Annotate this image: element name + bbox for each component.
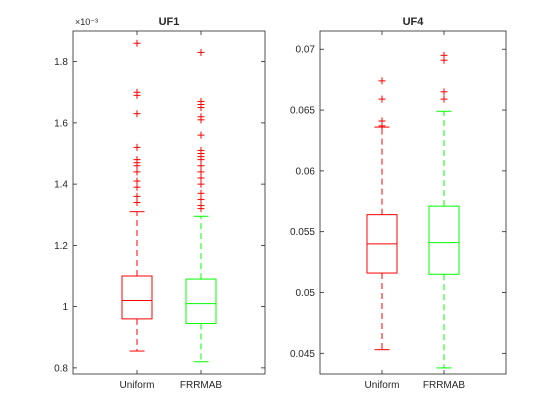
uf4-ytick-label: 0.065: [290, 106, 315, 117]
uf1-ytick-label: 1.6: [54, 118, 68, 129]
uf1-ytick-label: 1.4: [54, 180, 68, 191]
uf1-title: UF1: [159, 16, 180, 28]
outlier-marker: [133, 39, 141, 47]
outlier-marker: [133, 88, 141, 96]
uf4-title: UF4: [403, 16, 425, 28]
uf1-ytick-label: 1.2: [54, 241, 68, 252]
outlier-marker: [197, 162, 205, 170]
outlier-marker: [197, 180, 205, 188]
outlier-marker: [133, 168, 141, 176]
outlier-marker: [197, 113, 205, 121]
uf4-ytick-label: 0.06: [296, 166, 316, 177]
outlier-marker: [197, 202, 205, 210]
outlier-marker: [197, 146, 205, 154]
uf4-xtick-label: Uniform: [364, 380, 399, 391]
uf4-xtick-label: FRRMAB: [423, 380, 466, 391]
uf4-box-frrmab: [428, 51, 460, 369]
uf1-box-uniform: [121, 39, 153, 352]
outlier-marker: [197, 195, 205, 203]
iqr-box: [428, 205, 460, 275]
outlier-marker: [133, 110, 141, 118]
uf4-ytick-label: 0.05: [296, 288, 316, 299]
uf1-ytick-label: 1.8: [54, 57, 68, 68]
outlier-marker: [197, 174, 205, 182]
uf4-ytick-label: 0.055: [290, 227, 315, 238]
outlier-marker: [133, 177, 141, 185]
uf1-axes-frame: [72, 30, 266, 375]
outlier-marker: [197, 131, 205, 139]
uf4-axes-frame: [319, 30, 507, 375]
outlier-marker: [378, 95, 386, 103]
uf1-exponent-label: ×10⁻³: [75, 17, 98, 27]
outlier-marker: [197, 168, 205, 176]
outlier-marker: [440, 51, 448, 59]
outlier-marker: [197, 189, 205, 197]
uf4-ytick-label: 0.07: [296, 45, 316, 56]
iqr-box: [185, 278, 217, 324]
uf4-ytick-label: 0.045: [290, 349, 315, 360]
iqr-box: [121, 275, 153, 320]
outlier-marker: [440, 88, 448, 96]
outlier-marker: [133, 183, 141, 191]
outlier-marker: [133, 143, 141, 151]
uf4-box-uniform: [366, 77, 398, 351]
uf1-xtick-label: FRRMAB: [180, 380, 223, 391]
outlier-marker: [378, 77, 386, 85]
outlier-marker: [197, 97, 205, 105]
uf4-panel: UF4 0.045 0.05 0.055 0.06 0.065 0.07 Uniform FRR…: [290, 16, 507, 391]
uf1-xtick-label: Uniform: [119, 380, 154, 391]
uf1-box-frrmab: [185, 48, 217, 363]
uf1-panel: UF1 ×10⁻³ 0.8 1 1.2 1.4 1.6 1.8 Uniform FRRMAB: [54, 16, 266, 391]
outlier-marker: [440, 95, 448, 103]
outlier-marker: [133, 192, 141, 200]
uf1-ytick-label: 0.8: [54, 363, 68, 374]
uf1-ytick-label: 1: [62, 302, 68, 313]
outlier-marker: [133, 199, 141, 206]
outlier-marker: [378, 117, 386, 125]
outlier-marker: [133, 156, 141, 164]
outlier-marker: [197, 48, 205, 56]
